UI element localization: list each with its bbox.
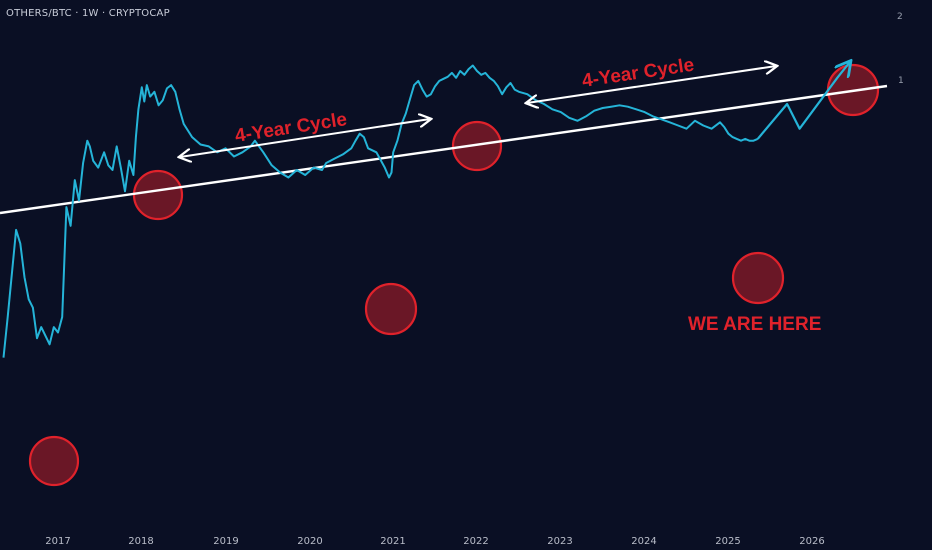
x-tick-label: 2021 xyxy=(380,536,405,547)
we-are-here-label: WE ARE HERE xyxy=(688,314,821,335)
x-tick-label: 2018 xyxy=(128,536,153,547)
marker-2021-top xyxy=(451,120,503,172)
marker-2018-top xyxy=(132,169,184,221)
marker-2020-bottom xyxy=(364,282,418,336)
x-tick-label: 2024 xyxy=(631,536,656,547)
x-tick-label: 2023 xyxy=(547,536,572,547)
trendline xyxy=(0,84,888,215)
cycle-markers xyxy=(28,63,880,487)
marker-2016-bottom xyxy=(28,435,80,487)
x-axis: 2017 2018 2019 2020 2021 2022 2023 2024 … xyxy=(45,536,824,547)
marker-2025-current xyxy=(731,251,785,305)
x-tick-label: 2020 xyxy=(297,536,322,547)
cycle-arrow-2 xyxy=(527,66,776,103)
cycle-label-1: 4-Year Cycle xyxy=(234,109,349,147)
x-tick-label: 2019 xyxy=(213,536,238,547)
chart-title: OTHERS/BTC · 1W · CRYPTOCAP xyxy=(6,8,170,19)
x-tick-label: 2022 xyxy=(463,536,488,547)
projection-line xyxy=(756,62,850,140)
x-tick-label: 2017 xyxy=(45,536,70,547)
x-tick-label: 2026 xyxy=(799,536,824,547)
y-tick-label-1: 1 xyxy=(898,76,904,86)
y-tick-label-2: 2 xyxy=(897,12,903,22)
cycle-arrow-1 xyxy=(180,119,430,157)
x-tick-label: 2025 xyxy=(715,536,740,547)
